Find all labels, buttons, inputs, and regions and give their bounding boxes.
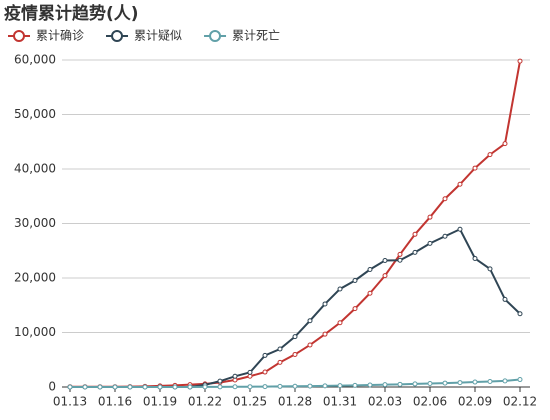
data-point	[382, 273, 388, 279]
data-point	[457, 226, 463, 232]
data-point	[97, 384, 103, 390]
data-point	[442, 380, 448, 386]
data-point	[337, 320, 343, 326]
data-point	[67, 384, 73, 390]
data-point	[322, 331, 328, 337]
data-point	[382, 257, 388, 263]
data-point	[172, 384, 178, 390]
y-tick-label: 50,000	[14, 107, 56, 121]
data-point	[427, 381, 433, 387]
data-point	[217, 384, 223, 390]
data-point	[517, 377, 523, 383]
y-tick-label: 0	[48, 380, 56, 394]
data-point	[277, 383, 283, 389]
data-point	[487, 378, 493, 384]
data-point	[142, 384, 148, 390]
data-point	[322, 383, 328, 389]
x-tick-label: 02.06	[413, 395, 447, 409]
y-tick-label: 10,000	[14, 325, 56, 339]
data-point	[277, 346, 283, 352]
data-point	[502, 141, 508, 147]
data-point	[247, 384, 253, 390]
data-point	[367, 290, 373, 296]
data-point	[292, 383, 298, 389]
data-point	[262, 384, 268, 390]
legend-marker	[111, 30, 124, 42]
data-point	[307, 342, 313, 348]
data-point	[352, 277, 358, 283]
data-point	[292, 351, 298, 357]
data-point	[502, 378, 508, 384]
data-point	[517, 58, 523, 64]
data-point	[487, 266, 493, 272]
data-point	[397, 251, 403, 257]
data-point	[127, 384, 133, 390]
data-point	[337, 286, 343, 292]
data-point	[352, 306, 358, 312]
data-point	[412, 381, 418, 387]
data-point	[247, 369, 253, 375]
x-tick-label: 01.25	[233, 395, 267, 409]
data-point	[232, 384, 238, 390]
series-line	[70, 227, 521, 388]
data-point	[157, 384, 163, 390]
data-point	[457, 181, 463, 187]
data-point	[487, 152, 493, 158]
data-point	[187, 384, 193, 390]
data-point	[517, 311, 523, 317]
y-tick-label: 60,000	[14, 53, 56, 67]
x-tick-label: 01.28	[278, 395, 312, 409]
y-tick-label: 30,000	[14, 216, 56, 230]
data-point	[397, 381, 403, 387]
data-point	[427, 214, 433, 220]
x-tick-label: 02.12	[503, 395, 537, 409]
x-tick-label: 02.09	[458, 395, 492, 409]
x-tick-label: 01.19	[143, 395, 177, 409]
data-point	[367, 267, 373, 273]
data-point	[307, 383, 313, 389]
y-tick-label: 40,000	[14, 162, 56, 176]
data-point	[112, 384, 118, 390]
legend-label: 累计死亡	[232, 29, 280, 43]
data-point	[442, 233, 448, 239]
data-point	[217, 378, 223, 384]
data-point	[457, 380, 463, 386]
data-point	[412, 231, 418, 237]
legend-marker	[13, 30, 25, 42]
data-point	[472, 255, 478, 261]
data-point	[82, 384, 88, 390]
x-tick-label: 01.31	[323, 395, 357, 409]
x-tick-label: 01.22	[188, 395, 222, 409]
data-point	[262, 352, 268, 358]
data-point	[202, 384, 208, 390]
data-point	[337, 383, 343, 389]
x-tick-label: 01.13	[53, 395, 87, 409]
data-point	[397, 257, 403, 263]
legend-marker	[209, 30, 222, 42]
legend-label: 累计确诊	[36, 29, 84, 43]
data-point	[277, 359, 283, 365]
chart-title: 疫情累计趋势(人)	[4, 3, 139, 24]
y-tick-label: 20,000	[14, 271, 56, 285]
data-point	[352, 382, 358, 388]
data-point	[322, 301, 328, 307]
data-point	[427, 240, 433, 246]
data-point	[412, 249, 418, 255]
x-tick-label: 02.03	[368, 395, 402, 409]
data-point	[292, 334, 298, 340]
data-point	[232, 373, 238, 379]
data-point	[442, 196, 448, 202]
x-tick-label: 01.16	[98, 395, 132, 409]
data-point	[307, 318, 313, 324]
data-point	[367, 382, 373, 388]
legend-label: 累计疑似	[134, 28, 182, 43]
data-point	[262, 369, 268, 375]
data-point	[472, 379, 478, 385]
data-point	[382, 382, 388, 388]
data-point	[472, 165, 478, 171]
data-point	[502, 296, 508, 302]
